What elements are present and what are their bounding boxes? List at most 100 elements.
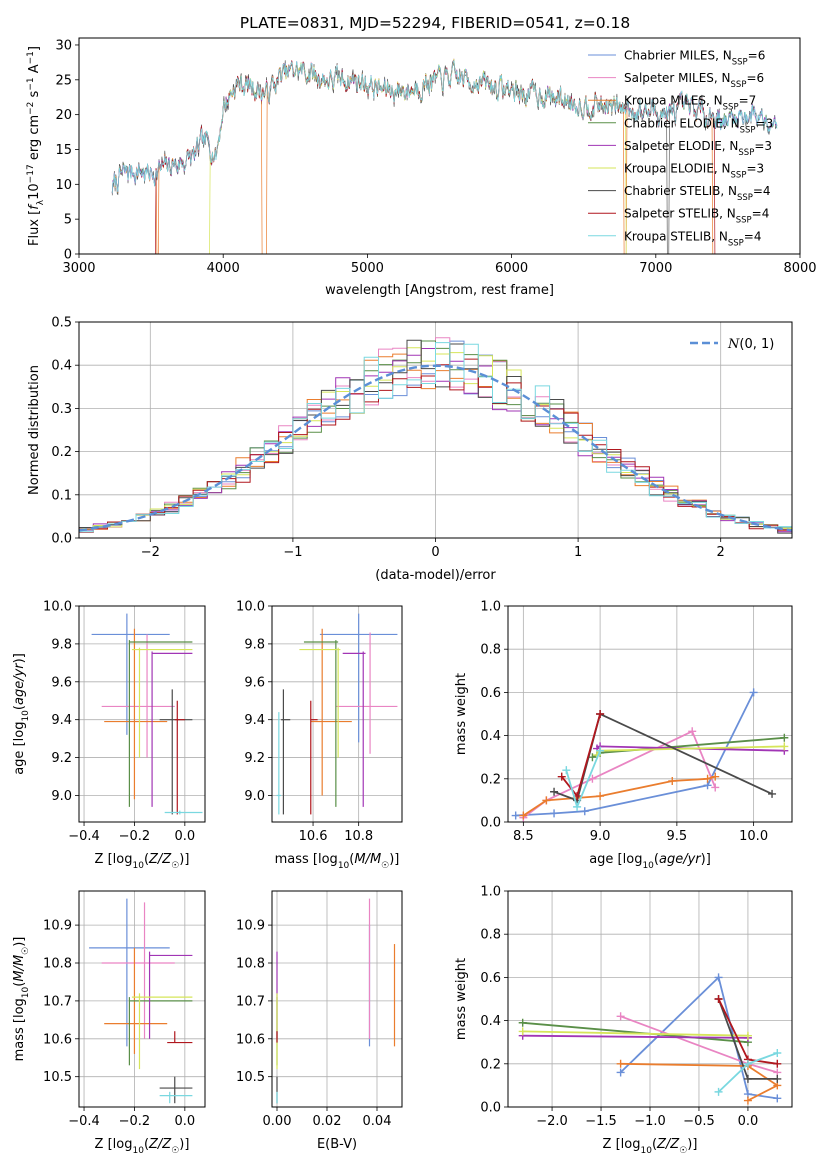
errorbar-point — [148, 951, 193, 1039]
y-tick-label: 0.8 — [480, 643, 501, 658]
y-tick-label: 5 — [64, 213, 72, 228]
y-tick-label: 10.0 — [43, 600, 72, 615]
errorbar-point — [342, 651, 366, 807]
series-line — [515, 692, 755, 817]
data-point — [711, 783, 720, 792]
axes-frame — [78, 321, 793, 539]
legend-label: Kroupa STELIB, NSSP=4 — [624, 229, 762, 248]
x-tick-label: 0.04 — [363, 1114, 392, 1129]
x-tick-label: −2 — [141, 545, 160, 560]
panel-weight-vs-metallicity: −2.0 −1.5 −1.0 −0.5 0.0 0.0 0.2 0.4 0.6 0.8 1.0 Z [… — [454, 885, 793, 1156]
errorbar-point — [128, 997, 193, 1066]
axes-frame — [507, 890, 793, 1108]
x-tick-label: 5000 — [351, 261, 384, 276]
errorbar-point — [159, 1076, 193, 1104]
data-point — [749, 688, 758, 697]
data-point — [773, 1094, 782, 1103]
data-point — [714, 1087, 723, 1096]
data-point — [562, 766, 571, 775]
panel-residuals: −2 −1 0 1 2 0.0 0.1 0.2 0.3 0.4 0.5 N(0, 1) (data-mo… — [27, 316, 793, 583]
errorbar-point — [151, 651, 193, 807]
data-point — [580, 807, 589, 816]
data-point — [711, 772, 720, 781]
y-tick-label: 10.9 — [236, 919, 265, 934]
data-point — [743, 1074, 752, 1083]
data-point — [588, 753, 597, 762]
x-axis-label: Z [log10(Z/Z☉)] — [603, 1137, 698, 1156]
x-axis-label: E(B-V) — [317, 1137, 357, 1152]
x-tick-label: 10.6 — [299, 829, 328, 844]
data-point — [573, 802, 582, 811]
series-salpeter-stelib — [714, 995, 782, 1068]
x-tick-label: −1 — [283, 545, 302, 560]
plot-area — [511, 688, 789, 822]
legend-label: Chabrier ELODIE, NSSP=3 — [624, 116, 773, 135]
x-tick-label: −0.5 — [683, 1114, 715, 1129]
y-tick-label: 10.5 — [43, 1070, 72, 1085]
x-tick-label: 1 — [574, 545, 582, 560]
y-tick-label: 0 — [64, 248, 72, 263]
y-tick-label: 9.8 — [51, 637, 72, 652]
plot-area — [91, 613, 203, 815]
plot-area — [276, 613, 398, 815]
x-tick-label: 10.0 — [739, 829, 768, 844]
x-tick-label: 8000 — [783, 261, 816, 276]
plot-area — [276, 898, 396, 1104]
x-tick-label: 7000 — [639, 261, 672, 276]
errorbar-point — [131, 993, 193, 1070]
plot-area — [518, 973, 782, 1105]
series-kroupa-miles — [616, 1059, 782, 1105]
errorbar-point — [89, 898, 170, 1047]
data-point — [714, 973, 723, 982]
data-point — [688, 727, 697, 736]
series-kroupa-miles — [519, 772, 720, 820]
errorbar-point — [319, 613, 398, 743]
y-tick-label: 0.1 — [51, 488, 72, 503]
x-tick-label: −0.4 — [68, 1114, 100, 1129]
axes-frame — [271, 605, 403, 823]
errorbar-point — [131, 647, 193, 758]
panel-age-vs-mass: 10.6 10.8 9.0 9.2 9.4 9.6 9.8 10.0 mass [log10(M… — [236, 600, 403, 871]
x-tick-label: 0.0 — [174, 1114, 195, 1129]
errorbar-point — [276, 712, 282, 815]
y-axis-label: Flux [fλ10−17 erg cm−2 s−1 A−1] — [26, 46, 46, 246]
plot-area — [89, 898, 193, 1104]
errorbar-point — [281, 689, 291, 815]
x-tick-label: −1.5 — [585, 1114, 617, 1129]
y-tick-label: 10.0 — [236, 600, 265, 615]
y-tick-label: 9.6 — [51, 675, 72, 690]
series-line — [620, 1062, 780, 1102]
x-axis-label: age [log10(age/yr)] — [589, 852, 711, 871]
data-point — [596, 746, 605, 755]
data-point — [550, 787, 559, 796]
legend-label: Salpeter MILES, NSSP=6 — [624, 71, 764, 90]
panel-age-vs-metallicity: −0.4 −0.2 0.0 9.0 9.2 9.4 9.6 9.8 10.0 Z [log10(Z… — [12, 600, 206, 871]
y-axis-label: mass weight — [454, 958, 469, 1040]
y-tick-label: 9.0 — [244, 789, 265, 804]
x-tick-label: 4000 — [207, 261, 240, 276]
panel-spectrum: 3000 4000 5000 6000 7000 8000 0 5 10 15 20 25 30 wave… — [26, 37, 817, 298]
y-axis-label: age [log10(age/yr)] — [12, 653, 31, 775]
axes-frame — [78, 37, 801, 255]
x-axis-label: Z [log10(Z/Z☉)] — [95, 852, 190, 871]
y-tick-label: 0.8 — [480, 928, 501, 943]
y-tick-label: 9.0 — [51, 789, 72, 804]
x-axis-label: wavelength [Angstrom, rest frame] — [325, 283, 554, 298]
x-tick-label: 8.5 — [513, 829, 534, 844]
x-tick-label: −2.0 — [536, 1114, 568, 1129]
legend: Chabrier MILES, NSSP=6 Salpeter MILES, NS… — [588, 49, 773, 248]
errorbar-point — [104, 628, 168, 800]
data-point — [550, 809, 559, 818]
y-tick-label: 10.6 — [236, 1032, 265, 1047]
errorbar-point — [303, 640, 339, 807]
x-tick-label: −0.4 — [68, 829, 100, 844]
spectrum-line-kroupa-stelib — [111, 59, 778, 194]
y-tick-label: 0.2 — [51, 445, 72, 460]
y-tick-label: 10.7 — [236, 994, 265, 1009]
errorbar-point — [128, 640, 193, 807]
data-point — [616, 1012, 625, 1021]
errorbar-point — [310, 700, 318, 815]
errorbar-point — [299, 647, 341, 758]
y-tick-label: 10.5 — [236, 1070, 265, 1085]
legend-label: Kroupa MILES, NSSP=7 — [624, 94, 756, 113]
